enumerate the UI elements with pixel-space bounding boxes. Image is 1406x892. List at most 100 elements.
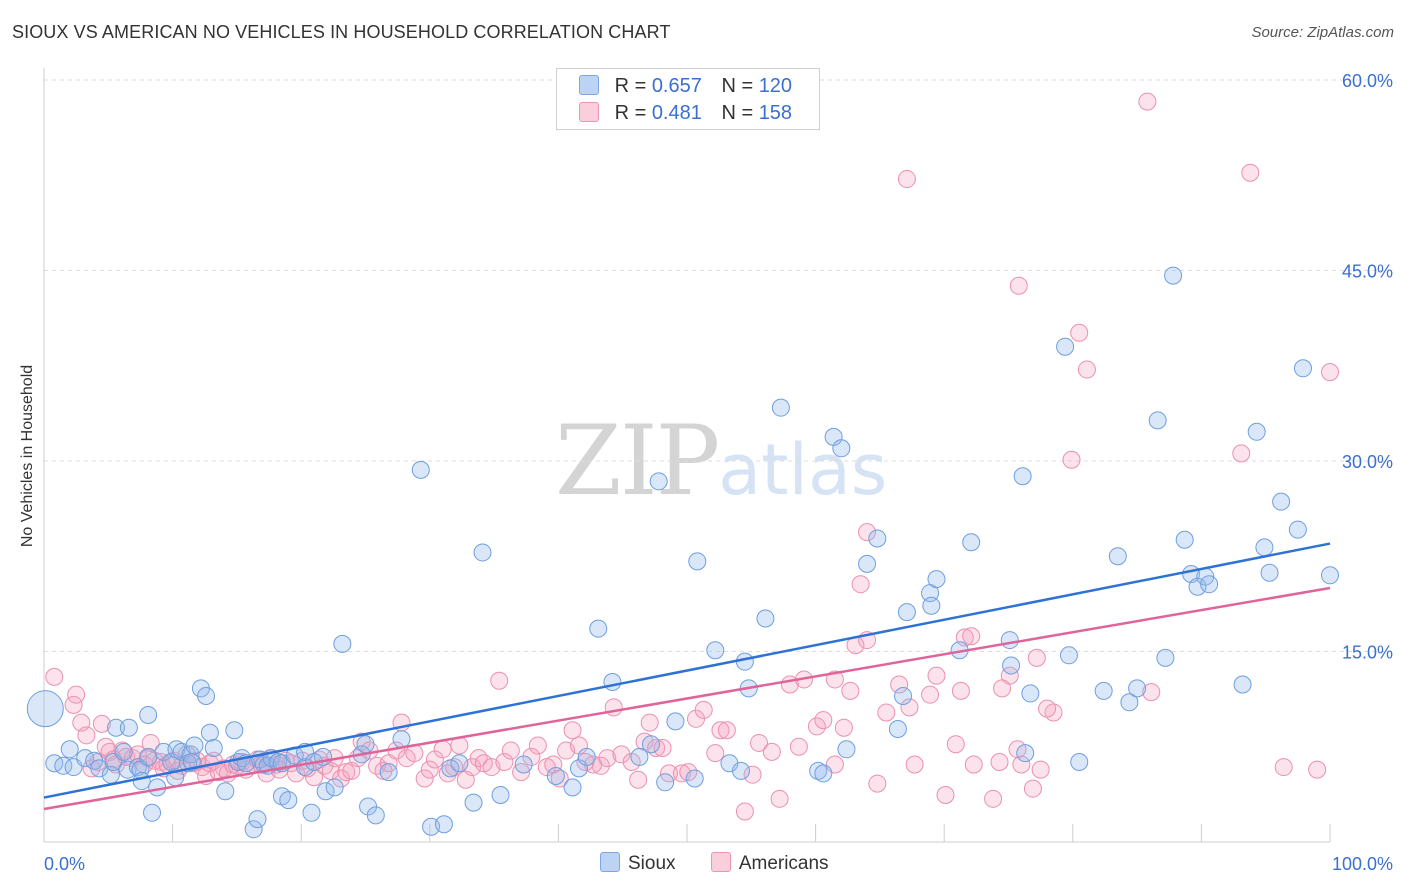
axes	[43, 68, 1331, 843]
sioux-point	[641, 735, 660, 754]
americans-point	[834, 718, 853, 737]
sioux-point	[1247, 422, 1266, 441]
americans-point	[770, 789, 789, 808]
americans-point	[762, 742, 781, 761]
x-tick-label: 0.0%	[44, 854, 85, 874]
americans-point	[679, 763, 698, 782]
sioux-point	[1128, 679, 1147, 698]
sioux-swatch	[579, 75, 599, 95]
series-legend: Sioux Americans	[600, 852, 859, 876]
americans-point	[711, 721, 730, 740]
sioux-trend-line	[43, 542, 1331, 799]
sioux-point	[1156, 648, 1175, 667]
sioux-point	[897, 603, 916, 622]
sioux-point	[200, 723, 219, 742]
americans-point	[851, 575, 870, 594]
sioux-point	[1002, 656, 1021, 675]
americans-point	[825, 670, 844, 689]
sioux-point	[666, 712, 685, 731]
legend-row-americans: R = 0.481 N = 158	[579, 102, 792, 126]
sioux-point	[1260, 563, 1279, 582]
americans-point	[420, 760, 439, 779]
sioux-point	[114, 742, 133, 761]
americans-point	[1077, 360, 1096, 379]
y-tick-label: 60.0%	[1342, 71, 1393, 91]
americans-point	[495, 752, 514, 771]
sioux-point	[181, 745, 200, 764]
sioux-point	[1000, 631, 1019, 650]
americans-point	[984, 789, 1003, 808]
americans-point	[64, 695, 83, 714]
americans-point	[438, 764, 457, 783]
americans-point	[807, 717, 826, 736]
sioux-point	[434, 815, 453, 834]
sioux-n-value: 120	[758, 75, 793, 97]
sioux-point	[1070, 752, 1089, 771]
sioux-point	[244, 820, 263, 839]
sioux-point	[107, 718, 126, 737]
americans-point	[946, 735, 965, 754]
americans-trend-line	[43, 586, 1331, 811]
americans-point	[653, 739, 672, 758]
sioux-point	[1293, 359, 1312, 378]
sioux-point	[325, 778, 344, 797]
americans-point	[921, 685, 940, 704]
sioux-point	[868, 529, 887, 548]
sioux-point	[814, 764, 833, 783]
americans-swatch	[579, 102, 599, 122]
americans-point	[1142, 683, 1161, 702]
source-attribution: Source: ZipAtlas.com	[1251, 24, 1394, 41]
americans-point	[993, 679, 1012, 698]
americans-point	[694, 700, 713, 719]
sioux-point	[139, 747, 158, 766]
americans-point	[1027, 648, 1046, 667]
americans-point	[128, 745, 147, 764]
americans-point	[469, 749, 488, 768]
americans-point	[563, 721, 582, 740]
sioux-point	[1108, 547, 1127, 566]
americans-point	[1009, 276, 1028, 295]
sioux-point	[1059, 646, 1078, 665]
sioux-point	[302, 803, 321, 822]
sioux-point	[922, 596, 941, 615]
sioux-point	[685, 769, 704, 788]
sioux-point	[392, 730, 411, 749]
americans-point	[789, 737, 808, 756]
americans-point	[45, 667, 64, 686]
sioux-legend-swatch	[600, 852, 620, 872]
sioux-point	[316, 782, 335, 801]
sioux-point	[894, 686, 913, 705]
sioux-point	[379, 763, 398, 782]
sioux-point	[1021, 684, 1040, 703]
sioux-point	[837, 740, 856, 759]
americans-point	[1241, 163, 1260, 182]
tick-labels: 15.0% 30.0% 45.0% 60.0% 0.0% 100.0%	[44, 71, 1393, 874]
y-tick-label: 45.0%	[1342, 262, 1393, 282]
sioux-point	[630, 747, 649, 766]
americans-point	[141, 733, 160, 752]
americans-point	[890, 675, 909, 694]
sioux-point	[706, 641, 725, 660]
americans-point	[1012, 755, 1031, 774]
americans-point	[659, 764, 678, 783]
sioux-point	[441, 759, 460, 778]
americans-point	[964, 755, 983, 774]
americans-r-value: 0.481	[651, 102, 702, 124]
sioux-point	[366, 806, 385, 825]
sioux-point	[603, 672, 622, 691]
sioux-point	[962, 533, 981, 552]
americans-point	[927, 666, 946, 685]
americans-point	[591, 756, 610, 775]
americans-point	[936, 786, 955, 805]
sioux-point	[450, 754, 469, 773]
sioux-point	[464, 793, 483, 812]
sioux-point	[756, 609, 775, 628]
sioux-point	[356, 735, 375, 754]
americans-point	[841, 681, 860, 700]
americans-point	[490, 671, 509, 690]
n-label: N =	[721, 75, 754, 97]
r-label: R =	[614, 102, 647, 124]
americans-point	[522, 747, 541, 766]
americans-point	[1031, 760, 1050, 779]
